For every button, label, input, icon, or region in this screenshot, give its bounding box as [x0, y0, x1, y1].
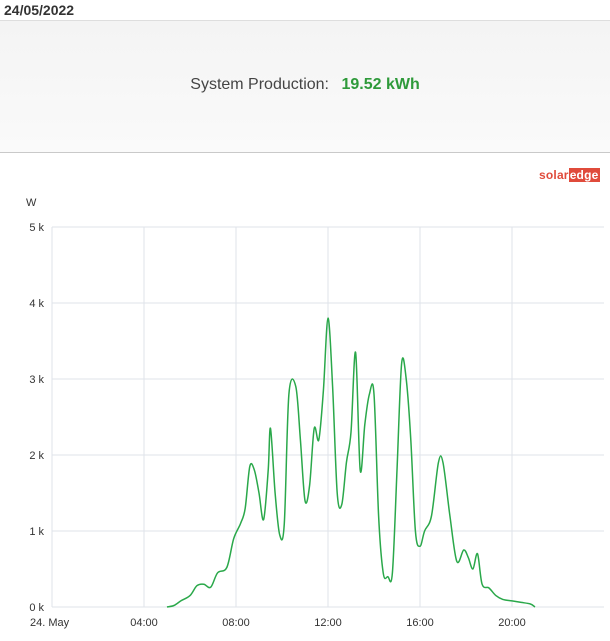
y-tick-label: 4 k [29, 298, 44, 310]
data-point [413, 529, 417, 533]
x-tick-label: 04:00 [130, 617, 158, 629]
data-point [423, 529, 427, 533]
data-point [381, 571, 385, 575]
system-production-label: System Production: [190, 76, 329, 93]
data-point [188, 594, 192, 598]
x-tick-label: 16:00 [406, 617, 434, 629]
data-point [179, 599, 183, 603]
data-point [487, 586, 491, 590]
data-point [409, 438, 413, 442]
data-point [418, 544, 422, 548]
data-point [372, 392, 376, 396]
data-point [358, 468, 362, 472]
data-point [448, 514, 452, 518]
data-point [377, 514, 381, 518]
y-tick-label: 1 k [29, 526, 44, 538]
data-point [349, 430, 353, 434]
system-production-summary: System Production: 19.52 kWh [0, 76, 610, 94]
data-point [367, 392, 371, 396]
data-point [326, 316, 330, 320]
data-point [266, 468, 270, 472]
data-point [202, 582, 206, 586]
data-point [278, 533, 282, 537]
data-point [430, 514, 434, 518]
data-point [494, 594, 498, 598]
data-point [273, 491, 277, 495]
data-point [400, 362, 404, 366]
data-point [287, 392, 291, 396]
data-point [248, 464, 252, 468]
data-point [340, 502, 344, 506]
tick-layer: 0 k 1 k 2 k 3 k 4 k 5 k 24. May 04:00 08:00 12:00… [29, 222, 525, 629]
data-point [528, 602, 532, 606]
data-point [308, 483, 312, 487]
data-point [335, 491, 339, 495]
data-point [363, 423, 367, 427]
y-tick-label: 2 k [29, 450, 44, 462]
data-point [232, 537, 236, 541]
data-point [331, 385, 335, 389]
data-point [344, 461, 348, 465]
logo-edge-text: edge [568, 168, 600, 182]
data-point [216, 571, 220, 575]
logo-solar-text: solar [539, 168, 569, 182]
data-point [404, 377, 408, 381]
data-point [510, 599, 514, 603]
date-header: 24/05/2022 [0, 0, 610, 21]
data-point [262, 518, 266, 522]
y-tick-label: 3 k [29, 374, 44, 386]
y-tick-label: 5 k [29, 222, 44, 234]
data-point [519, 600, 523, 604]
data-point [441, 461, 445, 465]
data-point [533, 605, 537, 609]
data-point [298, 438, 302, 442]
x-tick-label: 08:00 [222, 617, 250, 629]
date-label: 24/05/2022 [4, 2, 75, 18]
data-point [303, 499, 307, 503]
data-point [462, 548, 466, 552]
data-point [294, 385, 298, 389]
data-point [239, 521, 243, 525]
data-point [321, 388, 325, 392]
x-tick-label: 12:00 [314, 617, 342, 629]
data-point [466, 556, 470, 560]
production-line [166, 317, 536, 608]
data-point [282, 521, 286, 525]
data-point [312, 426, 316, 430]
data-point [269, 426, 273, 430]
data-point [386, 575, 390, 579]
data-point [172, 604, 176, 608]
system-production-value: 19.52 kWh [341, 76, 420, 93]
production-summary-panel: System Production: 19.52 kWh [0, 21, 610, 153]
x-tick-label: 24. May [30, 617, 70, 629]
data-point [354, 350, 358, 354]
data-point [165, 605, 169, 609]
series-layer [165, 316, 537, 609]
data-point [395, 468, 399, 472]
data-point [317, 438, 321, 442]
data-point [455, 559, 459, 563]
data-point [480, 582, 484, 586]
y-tick-label: 0 k [29, 602, 44, 614]
x-tick-label: 20:00 [498, 617, 526, 629]
data-point [209, 585, 213, 589]
data-point [471, 567, 475, 571]
grid-layer [51, 226, 604, 608]
data-point [225, 566, 229, 570]
data-point [501, 597, 505, 601]
solaredge-logo: solaredge [539, 168, 600, 182]
data-point [390, 571, 394, 575]
data-point [252, 468, 256, 472]
data-point [436, 461, 440, 465]
data-point [195, 584, 199, 588]
y-axis-unit-label: W [26, 197, 37, 209]
data-point [243, 506, 247, 510]
data-point [476, 552, 480, 556]
data-point [257, 491, 261, 495]
